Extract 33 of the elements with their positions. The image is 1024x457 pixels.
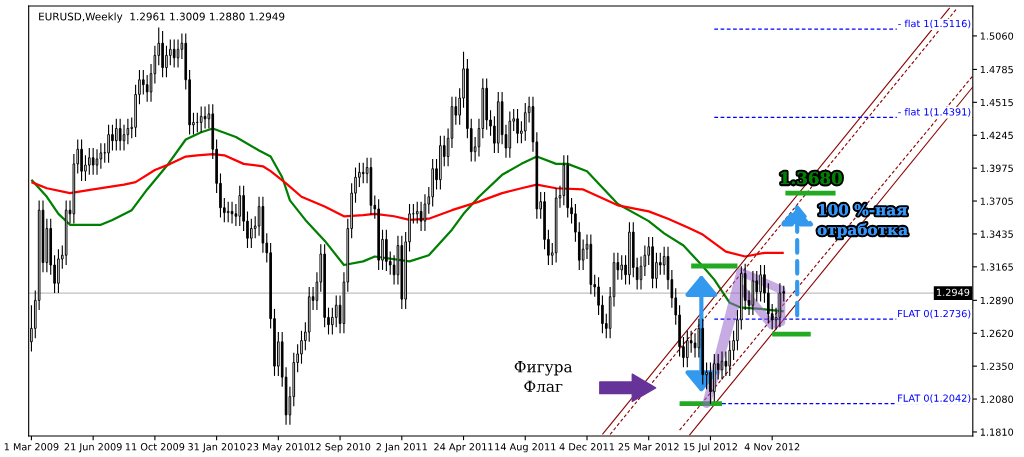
y-tick-label: 1.3435 (980, 230, 1013, 238)
ref-line-label: 1.2949 (937, 288, 970, 296)
x-tick-label: 23 May 2010 (247, 443, 310, 453)
annotation: Фигура Флаг (514, 361, 573, 393)
y-tick-label: 1.5060 (980, 32, 1014, 40)
x-tick-label: 2 Jan 2011 (376, 443, 427, 453)
x-tick-label: 25 Mar 2012 (618, 443, 679, 451)
y-tick-label: 1.3975 (980, 164, 1013, 172)
y-tick-label: 1.2890 (980, 296, 1014, 305)
series-label: - flat 1(1.5116) (898, 19, 971, 29)
x-tick-label: 15 Jul 2012 (684, 442, 737, 453)
y-tick-label: 1.4515 (980, 98, 1013, 107)
y-tick-label: 1.2620 (980, 329, 1014, 338)
y-tick-label: 1.4785 (980, 65, 1013, 74)
y-tick-label: 1.4245 (980, 131, 1013, 140)
x-tick-label: 4 Dec 2011 (559, 443, 615, 451)
y-tick-label: 1.3165 (980, 263, 1013, 271)
series-label: FLAT 0(1.2736) (898, 309, 971, 319)
series-label: FLAT 0(1.2042) (898, 394, 971, 403)
x-tick-label: 11 Oct 2009 (125, 443, 185, 451)
series-label: - flat 1(1.4391) (898, 108, 971, 117)
text: EURUSD,Weekly 1.2961 1.3009 1.2880 1.2949 (39, 12, 285, 23)
x-tick-label: 31 Jan 2010 (188, 443, 246, 453)
y-tick-label: 1.2350 (980, 362, 1014, 370)
y-tick-label: 1.2080 (980, 395, 1014, 403)
x-tick-label: 12 Sep 2010 (310, 443, 371, 453)
x-tick-label: 21 Jun 2009 (64, 443, 122, 453)
y-tick-label: 1.1810 (980, 428, 1014, 436)
x-tick-label: 14 Aug 2011 (495, 443, 556, 453)
x-tick-label: 4 Nov 2012 (744, 443, 800, 451)
x-tick-label: 1 Mar 2009 (4, 443, 59, 451)
x-tick-label: 24 Apr 2011 (434, 443, 493, 453)
y-tick-label: 1.3705 (980, 197, 1013, 205)
